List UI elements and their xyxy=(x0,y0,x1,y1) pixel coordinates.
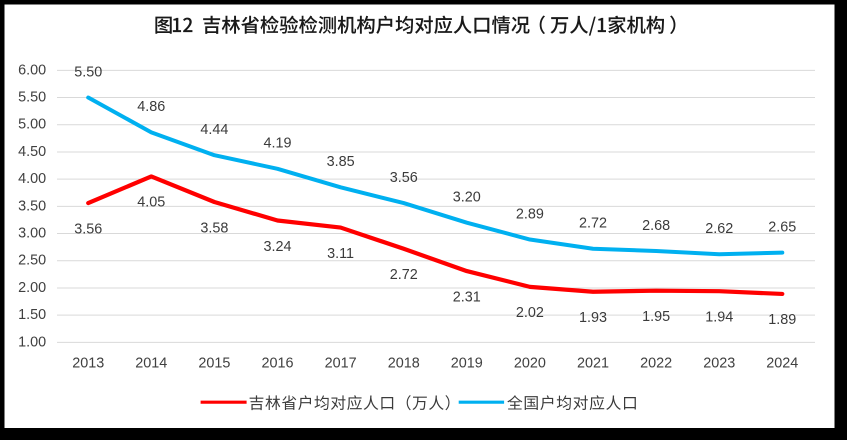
svg-text:5.50: 5.50 xyxy=(74,64,102,80)
svg-text:2.00: 2.00 xyxy=(18,280,46,296)
svg-text:2024: 2024 xyxy=(766,356,798,372)
svg-text:2013: 2013 xyxy=(72,356,104,372)
svg-text:3.50: 3.50 xyxy=(18,198,46,214)
svg-text:2021: 2021 xyxy=(577,356,609,372)
svg-text:2022: 2022 xyxy=(640,356,672,372)
svg-text:1.89: 1.89 xyxy=(768,312,796,328)
svg-text:5.00: 5.00 xyxy=(18,117,46,133)
svg-text:4.05: 4.05 xyxy=(137,195,165,211)
svg-text:4.44: 4.44 xyxy=(200,122,228,138)
svg-text:4.86: 4.86 xyxy=(137,99,165,115)
svg-text:3.11: 3.11 xyxy=(327,246,354,262)
svg-text:2016: 2016 xyxy=(261,356,293,372)
svg-text:3.85: 3.85 xyxy=(327,154,355,170)
svg-text:2.89: 2.89 xyxy=(516,206,544,222)
svg-text:2.02: 2.02 xyxy=(516,305,544,321)
svg-text:3.58: 3.58 xyxy=(200,220,228,236)
svg-text:2019: 2019 xyxy=(451,356,483,372)
svg-text:2014: 2014 xyxy=(135,356,167,372)
svg-text:2023: 2023 xyxy=(703,356,735,372)
svg-text:4.50: 4.50 xyxy=(18,144,46,160)
svg-text:1.93: 1.93 xyxy=(579,310,607,326)
svg-text:5.50: 5.50 xyxy=(18,89,46,105)
svg-text:4.00: 4.00 xyxy=(18,171,46,187)
svg-text:3.56: 3.56 xyxy=(74,221,102,237)
svg-text:2.68: 2.68 xyxy=(642,218,670,234)
svg-text:3.00: 3.00 xyxy=(18,225,46,241)
svg-text:1.00: 1.00 xyxy=(18,334,46,350)
svg-text:2015: 2015 xyxy=(198,356,230,372)
svg-text:6.00: 6.00 xyxy=(18,62,46,78)
svg-text:3.20: 3.20 xyxy=(453,189,481,205)
svg-text:2.72: 2.72 xyxy=(579,216,607,232)
svg-text:2.50: 2.50 xyxy=(18,253,46,269)
svg-text:2.65: 2.65 xyxy=(768,219,796,235)
svg-text:2017: 2017 xyxy=(325,356,357,372)
svg-text:2020: 2020 xyxy=(514,356,546,372)
svg-text:2.72: 2.72 xyxy=(390,267,418,283)
svg-text:2.62: 2.62 xyxy=(705,221,733,237)
svg-text:3.24: 3.24 xyxy=(263,239,291,255)
svg-text:1.94: 1.94 xyxy=(705,310,733,326)
svg-text:1.50: 1.50 xyxy=(18,307,46,323)
svg-text:1.95: 1.95 xyxy=(642,309,670,325)
svg-text:4.19: 4.19 xyxy=(263,136,291,152)
svg-text:3.56: 3.56 xyxy=(390,170,418,186)
svg-text:2.31: 2.31 xyxy=(453,289,481,305)
svg-text:2018: 2018 xyxy=(388,356,420,372)
